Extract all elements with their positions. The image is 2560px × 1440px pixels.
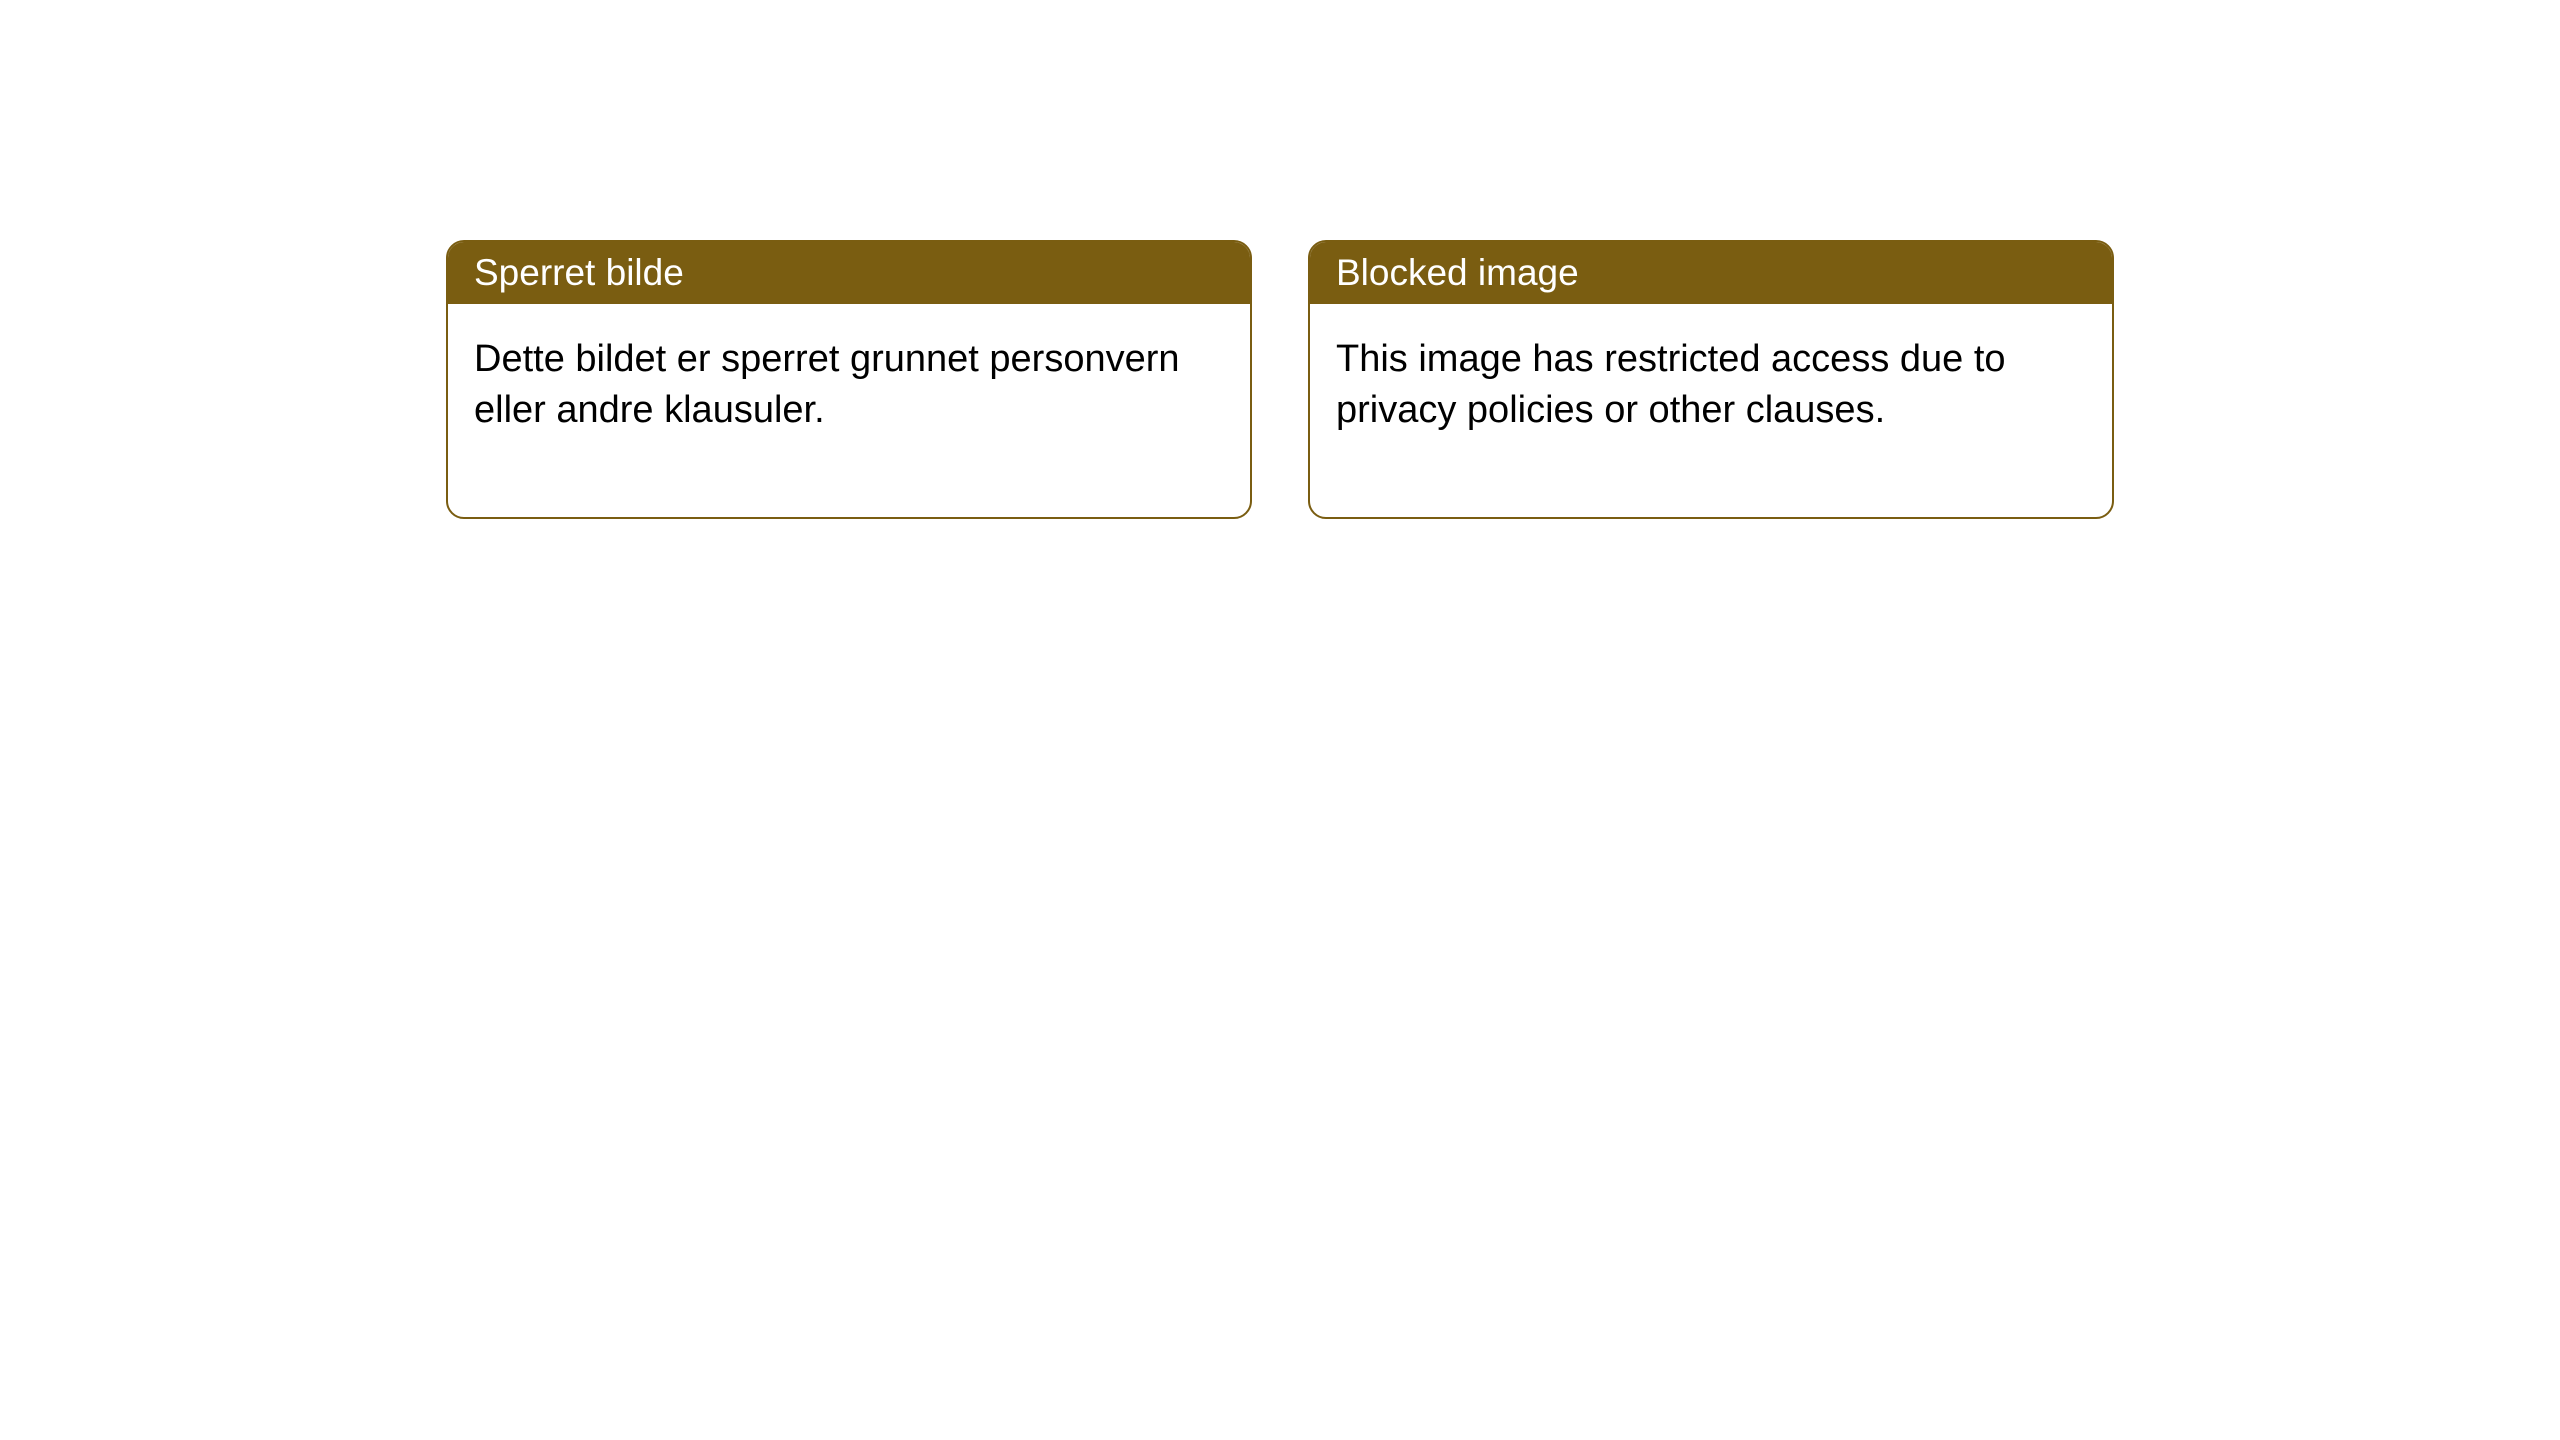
notice-container: Sperret bilde Dette bildet er sperret gr… — [0, 0, 2560, 519]
notice-card-title: Blocked image — [1310, 242, 2112, 304]
notice-card-body: Dette bildet er sperret grunnet personve… — [448, 304, 1250, 517]
notice-card-title: Sperret bilde — [448, 242, 1250, 304]
notice-card-en: Blocked image This image has restricted … — [1308, 240, 2114, 519]
notice-card-body: This image has restricted access due to … — [1310, 304, 2112, 517]
notice-card-no: Sperret bilde Dette bildet er sperret gr… — [446, 240, 1252, 519]
